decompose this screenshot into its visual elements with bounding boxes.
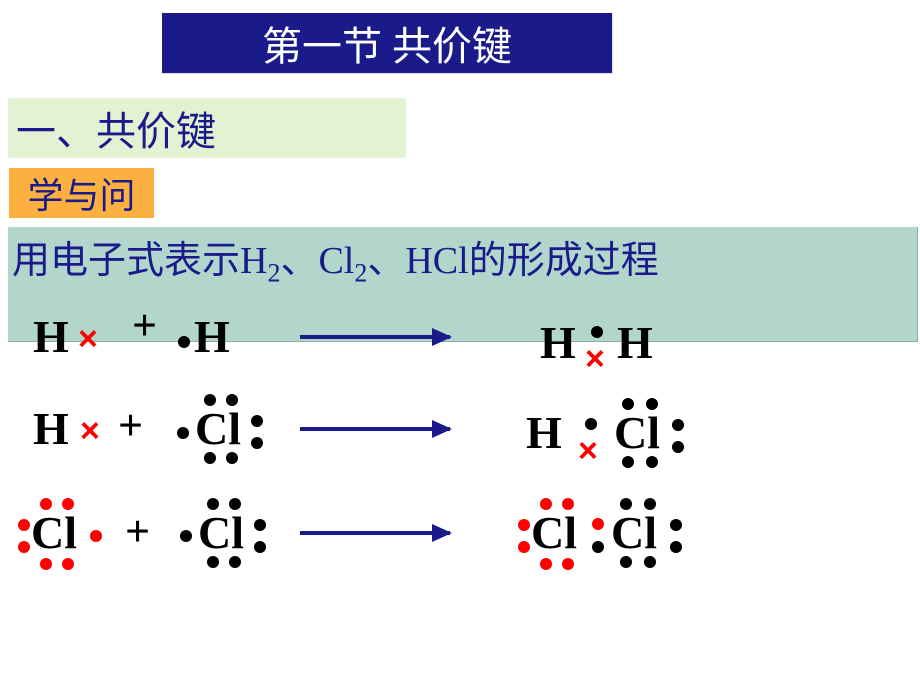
electron-dot xyxy=(620,498,632,510)
electron-dot xyxy=(254,519,266,531)
prompt-mid2: 、HCl的形成过程 xyxy=(367,240,658,282)
atom-H: H xyxy=(540,316,576,369)
electron-dot xyxy=(672,419,684,431)
plus-sign: + xyxy=(125,506,150,557)
electron-dot xyxy=(592,541,604,553)
electron-dot xyxy=(646,398,658,410)
electron-dot xyxy=(226,452,238,464)
electron-dot xyxy=(518,519,530,531)
electron-cross: × xyxy=(578,432,598,471)
electron-dot xyxy=(592,518,604,530)
electron-dot xyxy=(670,541,682,553)
electron-cross: × xyxy=(78,320,98,359)
electron-dot xyxy=(254,541,266,553)
electron-cross: × xyxy=(585,340,605,379)
electron-dot xyxy=(178,336,190,348)
electron-dot xyxy=(591,326,603,338)
electron-dot xyxy=(90,530,102,542)
section-heading: 一、共价键 xyxy=(8,98,406,158)
reaction-arrow xyxy=(300,427,450,431)
electron-dot xyxy=(646,456,658,468)
atom-Cl: Cl xyxy=(531,506,577,559)
electron-dot xyxy=(177,427,189,439)
electron-dot xyxy=(40,558,52,570)
atom-Cl: Cl xyxy=(611,506,657,559)
electron-dot xyxy=(622,398,634,410)
atom-H: H xyxy=(194,310,230,363)
electron-dot xyxy=(229,556,241,568)
electron-dot xyxy=(670,519,682,531)
electron-dot xyxy=(585,418,597,430)
electron-dot xyxy=(207,556,219,568)
electron-dot xyxy=(562,558,574,570)
study-label: 学与问 xyxy=(9,168,154,218)
atom-Cl: Cl xyxy=(195,402,241,455)
electron-dot xyxy=(251,437,263,449)
electron-cross: × xyxy=(80,412,100,451)
electron-dot xyxy=(18,519,30,531)
electron-dot xyxy=(620,556,632,568)
prompt-prefix: 用电子式表示H xyxy=(12,240,267,282)
electron-dot xyxy=(622,456,634,468)
electron-dot xyxy=(204,394,216,406)
prompt-mid1: 、Cl xyxy=(280,240,354,282)
plus-sign: + xyxy=(118,400,143,451)
reaction-arrow xyxy=(300,335,450,339)
plus-sign: + xyxy=(132,300,157,351)
electron-dot xyxy=(672,441,684,453)
electron-dot xyxy=(518,541,530,553)
electron-dot xyxy=(644,498,656,510)
reaction-arrow xyxy=(300,531,450,535)
atom-H: H xyxy=(526,406,562,459)
electron-dot xyxy=(204,452,216,464)
electron-dot xyxy=(180,530,192,542)
electron-dot xyxy=(540,558,552,570)
electron-dot xyxy=(18,541,30,553)
prompt-sub1: 2 xyxy=(267,259,280,288)
electron-dot xyxy=(62,558,74,570)
atom-Cl: Cl xyxy=(31,506,77,559)
atom-Cl: Cl xyxy=(198,506,244,559)
atom-H: H xyxy=(33,310,69,363)
prompt-sub2: 2 xyxy=(354,259,367,288)
electron-dot xyxy=(644,556,656,568)
slide-title: 第一节 共价键 xyxy=(162,13,613,74)
atom-H: H xyxy=(33,402,69,455)
electron-dot xyxy=(207,498,219,510)
electron-dot xyxy=(251,415,263,427)
electron-dot xyxy=(226,394,238,406)
electron-dot xyxy=(229,498,241,510)
atom-Cl: Cl xyxy=(614,406,660,459)
atom-H: H xyxy=(617,316,653,369)
